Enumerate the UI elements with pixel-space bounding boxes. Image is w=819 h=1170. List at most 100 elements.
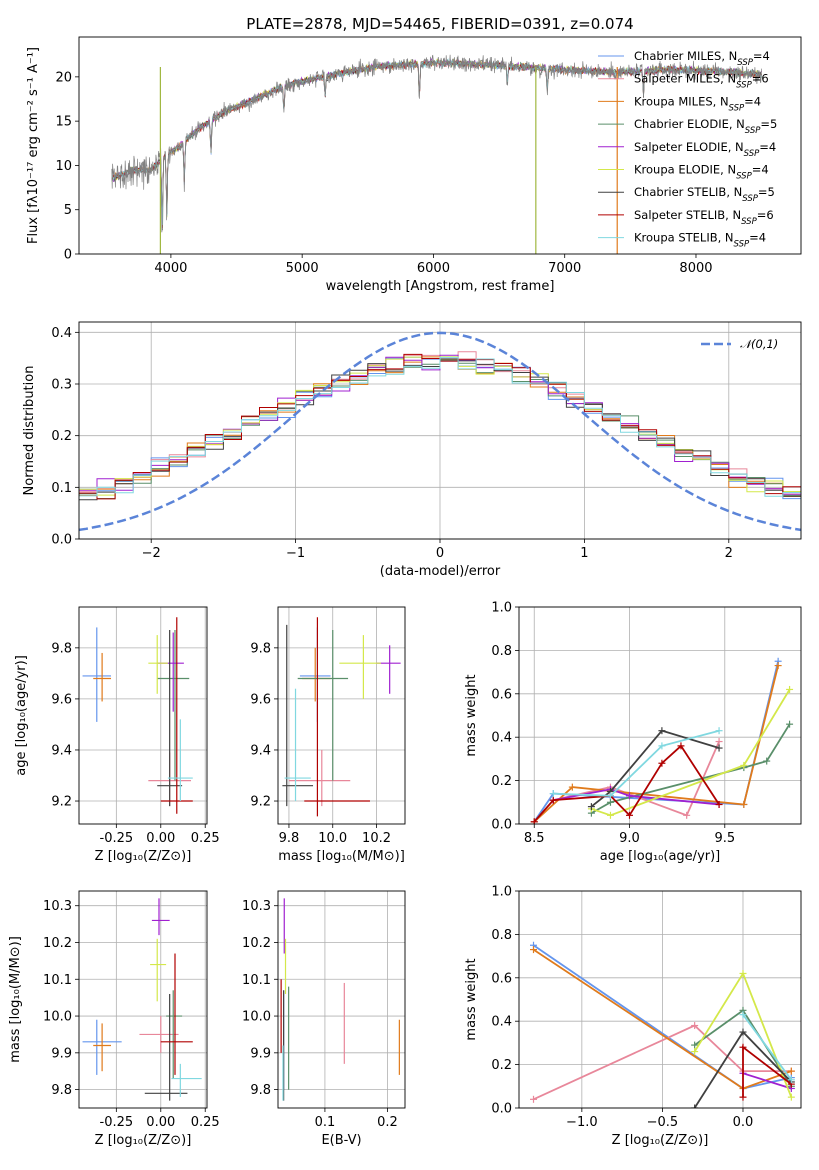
y-tick-label: 9.9 (51, 1046, 72, 1061)
y-axis-label: Normed distribution (22, 366, 37, 496)
x-tick-label: 2 (725, 546, 733, 561)
axes-frame (78, 36, 802, 255)
y-tick-label: 10.0 (43, 1010, 72, 1025)
legend-label: Kroupa MILES, NSSP=4 (634, 94, 761, 113)
x-tick-label: 8.5 (524, 831, 545, 846)
y-tick-label: 0.2 (51, 429, 72, 444)
y-tick-label: 0.1 (51, 481, 72, 496)
observed-spectrum-line (111, 54, 762, 233)
axes-frame (78, 606, 208, 825)
legend-label: Salpeter MILES, NSSP=6 (634, 72, 769, 91)
spectrum-lines (111, 54, 762, 254)
y-tick-label: 0.4 (51, 326, 72, 341)
y-tick-label: 0.3 (51, 378, 72, 393)
x-tick-label: 5000 (286, 261, 319, 276)
y-tick-label: 9.6 (51, 692, 72, 707)
y-tick-label: 0.6 (491, 687, 512, 702)
legend-label: Chabrier STELIB, NSSP=5 (634, 185, 775, 204)
histogram-step-line (79, 356, 801, 539)
y-tick-label: 0.0 (51, 533, 72, 548)
x-tick-label: 1 (580, 546, 588, 561)
y-tick-label: 9.4 (51, 743, 72, 758)
y-tick-label: 9.8 (250, 1083, 271, 1098)
weight-series-line (742, 1014, 793, 1081)
errorbars (280, 898, 400, 1101)
axes-frame (518, 890, 802, 1109)
Z_vs_mass-panel: -0.25 0.00 0.25 9.8 9.9 10.0 10.1 10.2 10.3 Z [lo… (8, 890, 220, 1148)
y-tick-label: 10.0 (242, 1010, 271, 1025)
y-tick-label: 9.9 (250, 1046, 271, 1061)
normal-curve (79, 331, 801, 532)
y-tick-label: 1.0 (491, 885, 512, 900)
y-tick-label: 10.2 (43, 936, 72, 951)
weight-lines (530, 657, 794, 824)
legend-label: 𝒩(0,1) (740, 337, 778, 351)
y-tick-label: 10.1 (43, 973, 72, 988)
y-tick-label: 10.1 (242, 973, 271, 988)
weight-series-line (590, 729, 720, 808)
legend-label: Kroupa STELIB, NSSP=4 (634, 231, 766, 250)
x-tick-label: 0 (436, 546, 444, 561)
x-axis-label: E(B-V) (321, 1133, 361, 1148)
x-tick-label: 9.5 (714, 831, 735, 846)
x-tick-label: 0.25 (191, 1115, 220, 1130)
y-tick-label: 0 (64, 248, 72, 263)
y-tick-label: 0.2 (491, 774, 512, 789)
mass_vs_age-panel: 9.8 10.0 10.2 9.2 9.4 9.6 9.8 mass [log₁₀(M/M⊙)… (250, 606, 406, 864)
axes-frame (78, 890, 208, 1109)
x-tick-label: 9.0 (619, 831, 640, 846)
weight-lines (530, 941, 795, 1108)
figure-title: PLATE=2878, MJD=54465, FIBERID=0391, z=0… (246, 15, 633, 33)
x-tick-label: 6000 (417, 261, 450, 276)
Z_vs_mass_weight-panel: −1.0 −0.5 0.0 0.0 0.2 0.4 0.6 0.8 1.0 Z [log₁₀(Z/… (464, 885, 802, 1148)
x-tick-label: 10.2 (362, 831, 391, 846)
x-tick-label: 10.0 (318, 831, 347, 846)
histogram-lines (79, 331, 801, 539)
y-axis-label: mass weight (464, 958, 479, 1040)
axes-frame (277, 890, 406, 1109)
x-tick-label: 0.25 (191, 831, 220, 846)
x-tick-label: 0.1 (315, 1115, 336, 1130)
y-axis-label: Flux [fλ10⁻¹⁷ erg cm⁻² s⁻¹ A⁻¹] (26, 47, 41, 244)
y-tick-label: 9.8 (51, 641, 72, 656)
histogram-panel: −2 −1 0 1 2 0.0 0.1 0.2 0.3 0.4 (data-model)/error… (22, 321, 802, 579)
EBV_vs_mass-panel: 0.1 0.2 9.8 9.9 10.0 10.1 10.2 10.3 E(B-V) (242, 890, 406, 1148)
age_vs_mass_weight-panel: 8.5 9.0 9.5 0.0 0.2 0.4 0.6 0.8 1.0 age [log₁₀(ag… (464, 601, 802, 864)
x-axis-label: wavelength [Angstrom, rest frame] (326, 279, 555, 294)
x-tick-label: 0.0 (733, 1115, 754, 1130)
axes-frame (78, 321, 802, 540)
y-tick-label: 9.4 (250, 743, 271, 758)
y-tick-label: 0.0 (491, 1102, 512, 1117)
weight-series-line (742, 1072, 792, 1090)
errorbars (82, 617, 193, 814)
y-tick-label: 0.6 (491, 971, 512, 986)
y-tick-label: 0.0 (491, 818, 512, 833)
y-tick-label: 0.8 (491, 644, 512, 659)
x-axis-label: Z [log₁₀(Z/Z⊙)] (612, 1133, 709, 1148)
Z_vs_age-panel: -0.25 0.00 0.25 9.2 9.4 9.6 9.8 Z [log₁₀(Z/Z⊙)]… (14, 606, 220, 864)
legend-label: Chabrier MILES, NSSP=4 (634, 49, 770, 68)
y-tick-label: 9.2 (250, 795, 271, 810)
y-tick-label: 10.3 (43, 899, 72, 914)
x-tick-label: −0.5 (647, 1115, 679, 1130)
x-axis-label: Z [log₁₀(Z/Z⊙)] (95, 1133, 192, 1148)
legend-label: Salpeter STELIB, NSSP=6 (634, 208, 774, 227)
spectrum-panel: 4000 5000 6000 7000 8000 0 5 10 15 20 wavelength [… (26, 36, 802, 294)
x-tick-label: 9.8 (279, 831, 300, 846)
weight-series-line (533, 665, 779, 823)
weight-series-line (553, 729, 720, 797)
y-tick-label: 10 (55, 159, 72, 174)
x-tick-label: 4000 (154, 261, 187, 276)
axes-frame (518, 606, 802, 825)
legend-label: Salpeter ELODIE, NSSP=4 (634, 140, 776, 159)
y-tick-label: 0.8 (491, 928, 512, 943)
x-tick-label: −1.0 (566, 1115, 598, 1130)
x-tick-label: 0.00 (146, 1115, 175, 1130)
x-axis-label: Z [log₁₀(Z/Z⊙)] (95, 849, 192, 864)
x-tick-label: -0.25 (100, 831, 134, 846)
legend-label: Kroupa ELODIE, NSSP=4 (634, 163, 769, 182)
y-tick-label: 9.8 (51, 1083, 72, 1098)
x-tick-label: 0.00 (146, 831, 175, 846)
weight-series-line (742, 1045, 792, 1098)
